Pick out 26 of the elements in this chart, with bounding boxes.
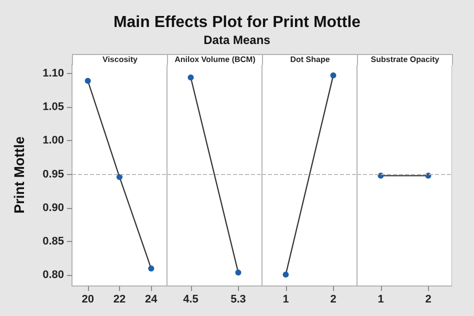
y-tick-label: 1.05	[42, 101, 64, 114]
x-tick-label: 24	[145, 294, 158, 306]
text: Data Means	[202, 33, 272, 47]
chart-title: Anilox Volume (BCM)	[167, 54, 263, 65]
y-axis-title: Print Mottle	[11, 136, 27, 214]
x-tick-label: 4.5	[183, 294, 198, 306]
point	[116, 174, 122, 180]
x-tick-label: 2	[330, 294, 336, 306]
chart-title: Viscosity	[72, 54, 168, 65]
y-tick-label: 0.85	[42, 236, 64, 248]
y-tick-label: 0.80	[42, 269, 64, 282]
x-tick-label: 20	[82, 294, 94, 306]
y-tick-label: 0.90	[42, 202, 64, 214]
x-tick-label: 22	[113, 294, 126, 306]
chart-title: Substrate Opacity	[357, 54, 453, 65]
text: Main Effects Plot for Print Mottle	[112, 14, 362, 32]
x-tick-label: 5.3	[230, 294, 246, 306]
x-tick-label: 1	[378, 294, 384, 306]
x-tick-label: 2	[425, 294, 432, 306]
point	[148, 266, 154, 272]
y-tick-label: 1.00	[42, 134, 64, 147]
y-tick-label: 1.10	[42, 67, 64, 80]
chart-title: Dot Shape	[262, 54, 358, 65]
x-tick-label: 1	[282, 294, 289, 306]
point	[84, 78, 91, 84]
y-tick-label: 0.95	[42, 168, 64, 180]
